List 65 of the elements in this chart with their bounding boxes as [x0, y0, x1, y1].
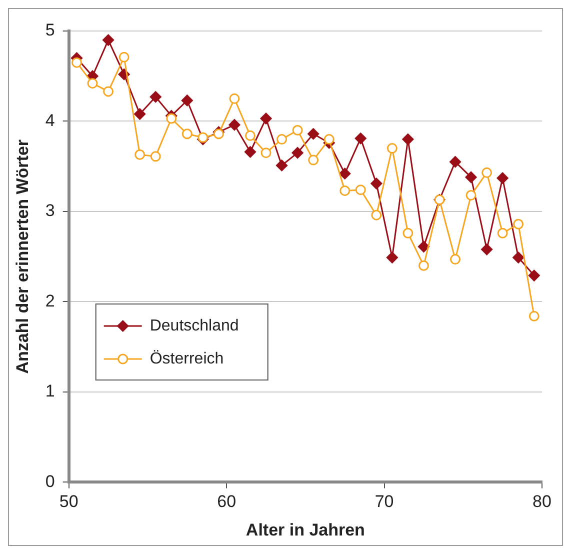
point: [355, 184, 366, 196]
point: [465, 171, 477, 183]
point: [482, 167, 492, 178]
point: [166, 113, 177, 124]
point: [292, 125, 303, 136]
point: [213, 128, 224, 140]
point: [118, 52, 130, 62]
point: [244, 130, 256, 141]
point: [512, 252, 524, 264]
y-tick-label: 0: [45, 472, 55, 491]
point: [402, 228, 414, 238]
y-tick-label: 4: [45, 110, 55, 130]
point: [150, 91, 162, 103]
y-tick-label: 5: [45, 20, 55, 40]
y-tick-label: 2: [45, 291, 55, 310]
point: [528, 310, 540, 322]
point: [260, 112, 272, 124]
legend-label: Österreich: [150, 349, 224, 368]
point: [87, 78, 98, 89]
point: [229, 93, 240, 104]
point: [450, 254, 461, 265]
point: [371, 210, 382, 220]
point: [370, 178, 382, 190]
x-axis-title: Alter in Jahren: [246, 520, 365, 540]
y-tick-label: 1: [45, 382, 55, 401]
point: [308, 128, 320, 140]
point: [292, 147, 304, 159]
legend-label: Deutschland: [150, 317, 239, 334]
x-tick-label: 60: [217, 492, 236, 512]
point: [276, 134, 288, 145]
point: [418, 240, 430, 252]
point: [513, 218, 524, 230]
point: [103, 86, 114, 97]
point: [134, 149, 146, 160]
point: [386, 143, 398, 154]
point: [150, 151, 161, 162]
point: [308, 154, 319, 166]
point: [418, 260, 429, 271]
point: [528, 270, 540, 282]
x-tick-label: 50: [59, 492, 78, 512]
point: [497, 228, 508, 238]
x-tick-label: 80: [532, 492, 552, 512]
point: [402, 134, 414, 146]
point: [182, 128, 192, 140]
point: [481, 244, 493, 256]
point: [354, 132, 366, 144]
point: [276, 160, 288, 172]
point: [496, 172, 508, 184]
point: [339, 168, 351, 180]
point: [324, 134, 334, 145]
point: [244, 146, 256, 158]
point: [102, 34, 114, 46]
point: [71, 57, 82, 68]
y-axis-title: Anzahl der erinnerten Wörter: [12, 139, 32, 374]
point: [198, 132, 208, 143]
point: [450, 156, 462, 168]
point: [260, 148, 272, 158]
point: [386, 252, 398, 264]
x-tick-label: 70: [374, 492, 394, 512]
point: [340, 185, 350, 196]
point: [466, 190, 476, 200]
point: [228, 119, 240, 131]
y-tick-label: 3: [45, 201, 55, 220]
point: [181, 94, 193, 106]
point: [134, 108, 146, 120]
